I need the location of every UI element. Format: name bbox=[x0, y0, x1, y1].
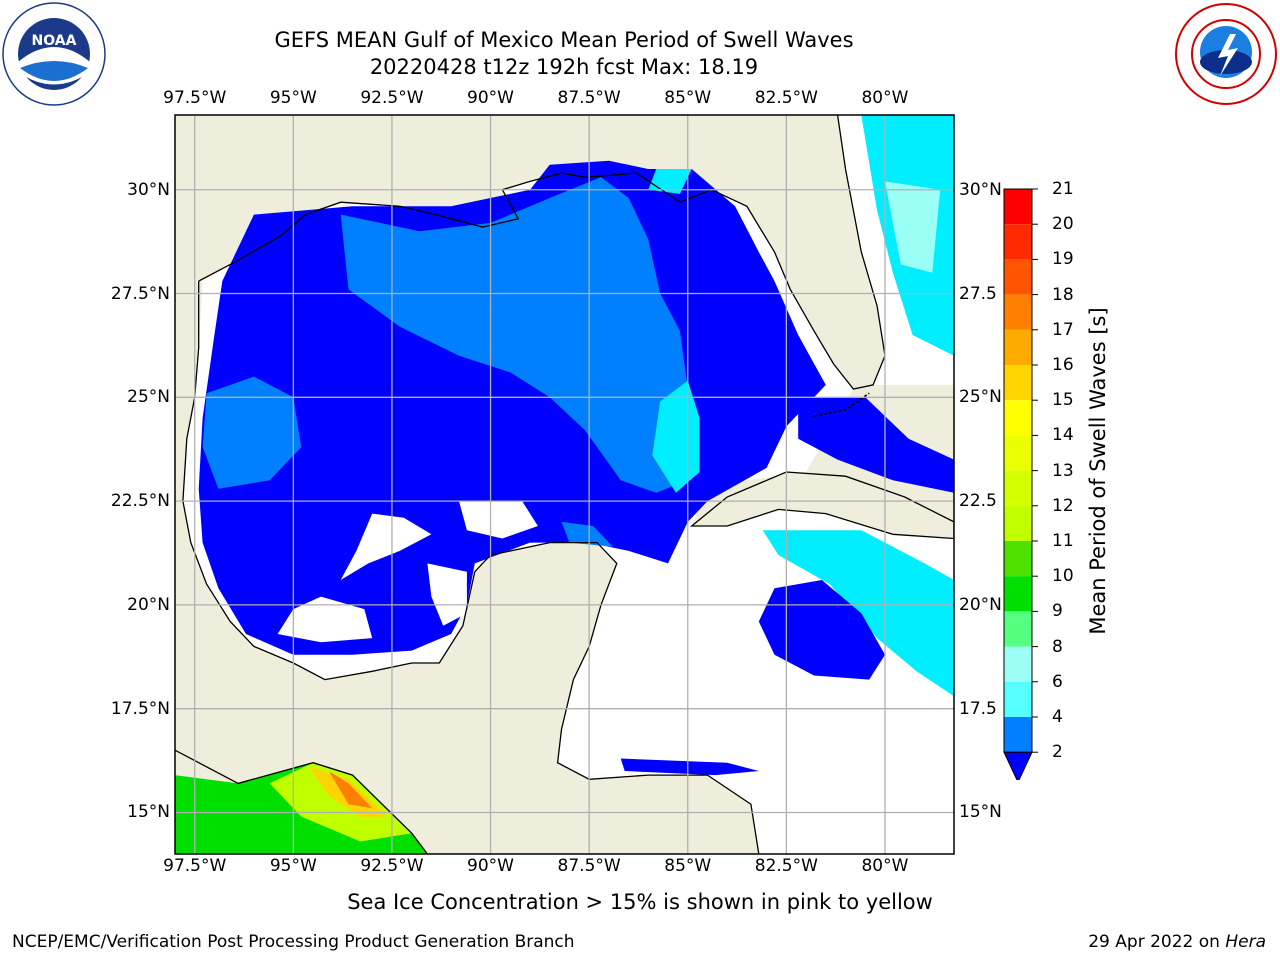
swell-4s-field bbox=[202, 376, 302, 489]
colorbar-level-label: 13 bbox=[1052, 460, 1074, 481]
lon-tick-label-top: 80°W bbox=[861, 88, 909, 108]
lon-tick-label-bottom: 85°W bbox=[664, 856, 712, 876]
no-data-gap bbox=[340, 513, 432, 580]
lon-tick-label-bottom: 90°W bbox=[467, 856, 515, 876]
nws-logo bbox=[1174, 2, 1278, 106]
lon-tick-label-bottom: 92.5°W bbox=[360, 856, 424, 876]
pacific-swell-18s bbox=[328, 771, 373, 809]
swell-4s-field bbox=[340, 177, 700, 493]
colorbar-level-label: 9 bbox=[1052, 601, 1063, 622]
colorbar-segment bbox=[1004, 259, 1032, 295]
lat-tick-label-left: 22.5°N bbox=[110, 491, 170, 512]
colorbar-level-label: 18 bbox=[1052, 284, 1074, 305]
chart-subtitle: 20220428 t12z 192h fcst Max: 18.19 bbox=[369, 55, 759, 79]
colorbar-level-label: 19 bbox=[1052, 249, 1074, 270]
lon-tick-label-top: 92.5°W bbox=[360, 88, 424, 108]
colorbar-level-label: 2 bbox=[1052, 742, 1063, 763]
colorbar-level-label: 4 bbox=[1052, 707, 1063, 727]
colorbar-segment bbox=[1004, 611, 1032, 647]
lat-tick-label-left: 25°N bbox=[127, 387, 170, 408]
colorbar-segment bbox=[1004, 505, 1032, 541]
footer-date: 29 Apr 2022 on Hera bbox=[1088, 932, 1266, 952]
colorbar-segment bbox=[1004, 717, 1032, 753]
colorbar-segment bbox=[1004, 365, 1032, 401]
lat-tick-label-right: 15°N bbox=[959, 802, 1002, 823]
colorbar-segment bbox=[1004, 470, 1032, 506]
colorbar-segment bbox=[1004, 189, 1032, 225]
colorbar-level-label: 21 bbox=[1052, 179, 1074, 199]
colorbar-segment bbox=[1004, 576, 1032, 612]
lon-tick-label-top: 90°W bbox=[467, 88, 515, 108]
colorbar-segment bbox=[1004, 294, 1032, 330]
coastline-us bbox=[198, 115, 886, 390]
honduras-2s-field bbox=[620, 758, 759, 776]
colorbar-extend-arrow bbox=[1003, 751, 1033, 780]
sea-ice-note: Sea Ice Concentration > 15% is shown in … bbox=[347, 890, 933, 914]
colorbar-level-label: 12 bbox=[1052, 495, 1074, 516]
footer-date-text: 29 Apr 2022 on bbox=[1088, 932, 1226, 952]
map-layers bbox=[175, 115, 954, 854]
noaa-emblem-icon: NOAA bbox=[2, 2, 106, 106]
nws-emblem-icon bbox=[1175, 3, 1277, 105]
chart-title: GEFS MEAN Gulf of Mexico Mean Period of … bbox=[274, 28, 854, 52]
lon-tick-label-bottom: 97.5°W bbox=[163, 856, 227, 876]
colorbar-segment bbox=[1004, 435, 1032, 471]
no-data-gap bbox=[459, 501, 538, 539]
lon-tick-label-bottom: 80°W bbox=[861, 856, 909, 876]
lat-tick-label-right: 25°N bbox=[959, 387, 1002, 408]
lon-tick-label-bottom: 82.5°W bbox=[754, 856, 818, 876]
lon-tick-label-bottom: 87.5°W bbox=[557, 856, 621, 876]
colorbar-segment bbox=[1004, 400, 1032, 436]
lat-tick-label-right: 17.5 bbox=[959, 698, 997, 719]
coastline-mexico bbox=[182, 281, 760, 854]
lon-tick-label-top: 87.5°W bbox=[557, 88, 621, 108]
colorbar-label: Mean Period of Swell Waves [s] bbox=[1086, 307, 1110, 635]
colorbar-segment bbox=[1004, 681, 1032, 717]
florida-keys bbox=[813, 392, 870, 417]
lon-tick-label-top: 97.5°W bbox=[163, 88, 227, 108]
lat-tick-label-right: 20°N bbox=[959, 594, 1002, 615]
colorbar-level-label: 17 bbox=[1052, 319, 1074, 340]
footer-machine: Hera bbox=[1225, 932, 1266, 952]
footer-branch: NCEP/EMC/Verification Post Processing Pr… bbox=[12, 932, 575, 952]
lat-tick-label-left: 15°N bbox=[127, 802, 170, 823]
colorbar-level-label: 15 bbox=[1052, 390, 1074, 411]
coastline-pacific bbox=[175, 749, 428, 854]
colorbar-level-label: 10 bbox=[1052, 566, 1074, 587]
lon-tick-label-top: 82.5°W bbox=[754, 88, 818, 108]
cuba-island bbox=[689, 471, 954, 540]
lon-tick-label-top: 85°W bbox=[664, 88, 712, 108]
colorbar-segment bbox=[1004, 224, 1032, 260]
lon-tick-label-top: 95°W bbox=[269, 88, 317, 108]
colorbar-level-label: 11 bbox=[1052, 531, 1074, 551]
colorbar-level-label: 16 bbox=[1052, 355, 1074, 375]
lon-tick-label-bottom: 95°W bbox=[269, 856, 317, 876]
colorbar-level-label: 14 bbox=[1052, 425, 1074, 446]
svg-text:NOAA: NOAA bbox=[32, 33, 77, 49]
lat-tick-label-left: 27.5°N bbox=[110, 283, 170, 304]
lat-tick-label-left: 20°N bbox=[127, 594, 170, 615]
colorbar-level-label: 6 bbox=[1052, 671, 1063, 692]
lat-tick-label-right: 30°N bbox=[959, 179, 1002, 200]
colorbar-segment bbox=[1004, 646, 1032, 682]
lat-tick-label-left: 30°N bbox=[127, 179, 170, 200]
noaa-logo: NOAA bbox=[2, 2, 106, 106]
no-data-gap bbox=[427, 563, 467, 626]
swell-4s-field bbox=[561, 521, 613, 547]
colorbar bbox=[1003, 188, 1038, 780]
colorbar-segment bbox=[1004, 541, 1032, 577]
map-frame bbox=[174, 114, 955, 855]
swell-8s-field bbox=[885, 181, 941, 273]
lat-tick-label-right: 22.5 bbox=[959, 491, 997, 512]
colorbar-segment bbox=[1004, 329, 1032, 365]
colorbar-level-label: 8 bbox=[1052, 636, 1063, 657]
no-data-gap bbox=[277, 596, 373, 643]
lat-tick-label-left: 17.5°N bbox=[110, 698, 170, 719]
colorbar-level-label: 20 bbox=[1052, 214, 1074, 235]
straits-2s-field bbox=[798, 397, 954, 493]
lat-tick-label-right: 27.5 bbox=[959, 283, 997, 304]
